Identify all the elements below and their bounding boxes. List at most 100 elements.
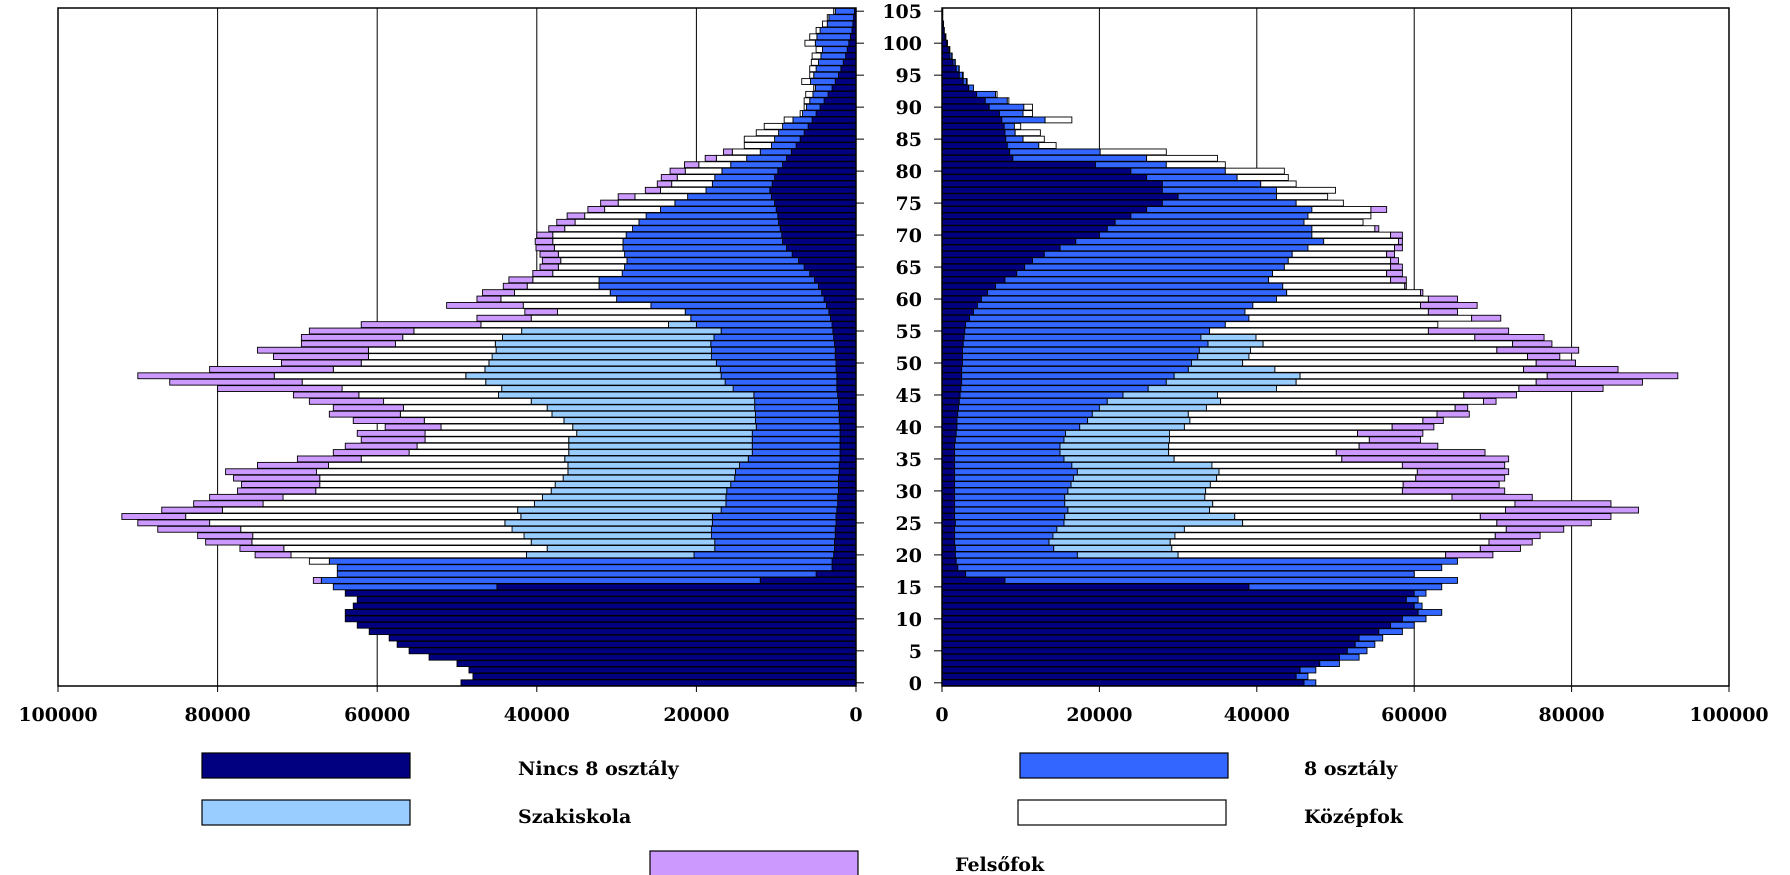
left-bar-age-70-cat-4 — [536, 231, 554, 239]
right-bar-age-10-cat-0 — [941, 615, 1403, 623]
right-bar-age-22-cat-0 — [941, 538, 956, 546]
left-bar-age-105-cat-1 — [834, 7, 855, 15]
left-bar-age-68-cat-4 — [535, 244, 555, 252]
left-bar-age-75-cat-4 — [600, 199, 619, 207]
left-bar-age-55-cat-4 — [308, 327, 415, 335]
right-bar-age-23-cat-3 — [1174, 532, 1496, 540]
right-bar-age-84-cat-1 — [1006, 142, 1040, 149]
left-bar-age-21-cat-4 — [239, 545, 285, 552]
left-bar-age-52-cat-0 — [834, 346, 857, 354]
left-bar-age-38-cat-0 — [839, 436, 857, 444]
left-bar-age-87-cat-0 — [807, 122, 857, 130]
left-bar-age-58-cat-1 — [684, 308, 830, 316]
right-bar-age-33-cat-3 — [1218, 468, 1418, 476]
right-bar-age-52-cat-3 — [1250, 346, 1498, 354]
left-bar-age-35-cat-2 — [564, 455, 749, 463]
right-bar-age-82-cat-3 — [1146, 154, 1218, 162]
right-bar-age-30-cat-3 — [1205, 487, 1403, 495]
left-bar-age-18-cat-1 — [336, 564, 833, 572]
left-bar-age-68-cat-1 — [622, 244, 788, 252]
left-bar-age-40-cat-0 — [839, 423, 857, 431]
left-bar-age-60-cat-1 — [616, 295, 825, 303]
left-bar-age-38-cat-4 — [360, 436, 426, 444]
left-bar-age-101-cat-0 — [849, 33, 857, 41]
right-bar-age-60-cat-0 — [941, 295, 982, 303]
left-bar-age-89-cat-1 — [802, 110, 817, 117]
right-bar-age-24-cat-1 — [954, 525, 1058, 533]
right-bar-age-29-cat-3 — [1204, 493, 1453, 501]
left-bar-age-37-cat-3 — [416, 442, 570, 450]
right-bar-age-44-cat-4 — [1483, 397, 1497, 405]
left-bar-age-53-cat-1 — [710, 340, 835, 348]
left-bar-age-71-cat-0 — [779, 225, 857, 233]
right-bar-age-34-cat-0 — [941, 461, 956, 469]
left-bar-age-24-cat-1 — [711, 525, 836, 533]
right-bar-age-41-cat-0 — [941, 417, 958, 424]
left-bar-age-32-cat-4 — [233, 474, 321, 482]
left-bar-age-45-cat-2 — [498, 391, 755, 399]
left-bar-age-31-cat-1 — [730, 481, 839, 488]
left-bar-age-35-cat-3 — [360, 455, 566, 463]
legend-swatch-0 — [201, 752, 411, 779]
right-bar-age-4-cat-1 — [1338, 653, 1360, 661]
left-bar-age-43-cat-2 — [546, 404, 756, 412]
right-bar-age-22-cat-4 — [1488, 538, 1533, 546]
right-bar-age-38-cat-2 — [1063, 436, 1170, 444]
left-bar-age-17-cat-0 — [815, 570, 857, 578]
left-bar-age-77-cat-3 — [660, 186, 707, 194]
left-bar-age-29-cat-4 — [209, 493, 284, 501]
right-bar-age-57-cat-0 — [941, 314, 970, 322]
right-bar-age-78-cat-0 — [941, 180, 1163, 188]
right-bar-age-54-cat-4 — [1474, 334, 1545, 341]
left-bar-age-69-cat-3 — [552, 238, 624, 245]
right-bar-age-94-cat-3 — [965, 78, 968, 85]
legend-label-1: 8 osztály — [1304, 758, 1398, 780]
left-bar-age-3-cat-0 — [456, 660, 857, 667]
left-bar-age-37-cat-4 — [344, 442, 418, 450]
right-bar-age-64-cat-1 — [1016, 270, 1273, 277]
left-bar-age-68-cat-0 — [786, 244, 857, 252]
right-bar-age-45-cat-3 — [1216, 391, 1465, 399]
left-bar-age-61-cat-3 — [514, 289, 611, 297]
left-bar-age-25-cat-2 — [504, 519, 713, 527]
left-bar-age-22-cat-2 — [530, 538, 716, 546]
left-bar-age-45-cat-1 — [753, 391, 839, 399]
right-bar-age-65-cat-1 — [1024, 263, 1285, 271]
right-bar-age-47-cat-0 — [941, 378, 963, 386]
left-bar-age-21-cat-1 — [714, 545, 835, 552]
left-bar-age-7-cat-0 — [388, 634, 857, 642]
right-bar-age-60-cat-4 — [1427, 295, 1458, 303]
left-bar-age-42-cat-2 — [551, 410, 756, 418]
left-bar-age-64-cat-4 — [532, 270, 554, 277]
right-bar-age-37-cat-1 — [954, 442, 1061, 450]
left-bar-age-95-cat-3 — [809, 71, 815, 79]
left-bar-age-58-cat-3 — [557, 308, 686, 316]
left-bar-age-45-cat-4 — [292, 391, 360, 399]
left-bar-age-15-cat-0 — [496, 583, 857, 591]
left-bar-age-39-cat-0 — [839, 429, 857, 437]
right-bar-age-28-cat-3 — [1212, 500, 1516, 508]
right-bar-age-17-cat-1 — [965, 570, 1415, 578]
right-bar-age-37-cat-2 — [1059, 442, 1170, 450]
right-bar-age-42-cat-0 — [941, 410, 959, 418]
right-bar-age-54-cat-1 — [963, 334, 1202, 341]
right-bar-age-41-cat-4 — [1422, 417, 1444, 424]
age-axis: 0 5 10 15 20 25 30 35 40 45 50 55 60 65 70 75 80 85 90 95 10… — [856, 1, 942, 695]
right-bar-age-40-cat-1 — [956, 423, 1081, 431]
right-bar-age-4-cat-0 — [941, 653, 1340, 661]
left-bar-age-91-cat-1 — [809, 97, 825, 105]
right-x-tick-label: 60000 — [1381, 704, 1447, 726]
right-bar-age-69-cat-4 — [1398, 238, 1403, 245]
left-bar-age-39-cat-3 — [424, 429, 578, 437]
right-bar-age-97-cat-0 — [941, 58, 954, 66]
left-bar-age-79-cat-1 — [714, 174, 776, 181]
right-bar-age-24-cat-3 — [1183, 525, 1507, 533]
right-bar-age-68-cat-4 — [1394, 244, 1403, 252]
left-bar-age-21-cat-3 — [283, 545, 548, 552]
age-tick-label: 10 — [896, 609, 922, 631]
right-bar-age-69-cat-0 — [941, 238, 1077, 245]
left-bar-age-65-cat-0 — [803, 263, 857, 271]
left-bar-age-56-cat-2 — [668, 321, 697, 329]
left-bar-age-36-cat-0 — [839, 449, 857, 456]
right-bar-age-17-cat-0 — [941, 570, 967, 578]
